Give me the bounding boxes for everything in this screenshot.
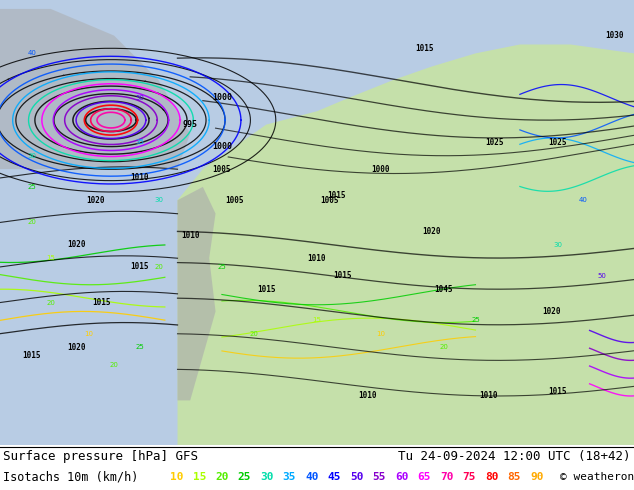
Text: 60: 60 bbox=[395, 472, 408, 482]
Text: Surface pressure [hPa] GFS: Surface pressure [hPa] GFS bbox=[3, 450, 198, 464]
Text: Tu 24-09-2024 12:00 UTC (18+42): Tu 24-09-2024 12:00 UTC (18+42) bbox=[399, 450, 631, 464]
Text: 1005: 1005 bbox=[212, 165, 231, 173]
Text: 1000: 1000 bbox=[212, 142, 232, 151]
Polygon shape bbox=[178, 45, 634, 445]
Text: 35: 35 bbox=[283, 472, 296, 482]
Text: 15: 15 bbox=[193, 472, 206, 482]
Text: 1020: 1020 bbox=[542, 307, 561, 316]
Text: 1025: 1025 bbox=[485, 138, 504, 147]
Text: 1045: 1045 bbox=[434, 285, 453, 294]
Text: 85: 85 bbox=[507, 472, 521, 482]
Text: 50: 50 bbox=[598, 273, 607, 279]
Text: 20: 20 bbox=[110, 362, 119, 368]
Text: 70: 70 bbox=[440, 472, 453, 482]
Text: 1025: 1025 bbox=[548, 138, 567, 147]
Text: 25: 25 bbox=[135, 344, 144, 350]
Polygon shape bbox=[0, 9, 190, 169]
Text: 1015: 1015 bbox=[130, 263, 149, 271]
Text: 15: 15 bbox=[313, 318, 321, 323]
Text: 75: 75 bbox=[462, 472, 476, 482]
Text: 40: 40 bbox=[27, 50, 36, 56]
Text: 1015: 1015 bbox=[22, 351, 41, 361]
Text: 1010: 1010 bbox=[358, 392, 377, 400]
Text: 20: 20 bbox=[249, 331, 258, 337]
Text: 50: 50 bbox=[350, 472, 363, 482]
Text: 1010: 1010 bbox=[479, 392, 498, 400]
FancyBboxPatch shape bbox=[0, 0, 634, 445]
Text: 1030: 1030 bbox=[605, 31, 624, 40]
Text: 1015: 1015 bbox=[327, 191, 346, 200]
Polygon shape bbox=[178, 187, 216, 400]
Text: 25: 25 bbox=[238, 472, 251, 482]
Text: 1005: 1005 bbox=[320, 196, 339, 205]
Text: 1015: 1015 bbox=[415, 45, 434, 53]
Text: 20: 20 bbox=[154, 264, 163, 270]
Text: 1010: 1010 bbox=[181, 231, 200, 240]
Text: 50: 50 bbox=[135, 95, 144, 101]
Text: 1005: 1005 bbox=[225, 196, 244, 205]
Text: 45: 45 bbox=[328, 472, 341, 482]
Text: 25: 25 bbox=[471, 318, 480, 323]
Text: 30: 30 bbox=[260, 472, 273, 482]
Text: 10: 10 bbox=[84, 331, 93, 337]
Text: 1015: 1015 bbox=[548, 387, 567, 396]
Text: 65: 65 bbox=[418, 472, 431, 482]
Text: 20: 20 bbox=[46, 299, 55, 306]
Text: 35: 35 bbox=[135, 139, 144, 146]
Text: Isotachs 10m (km/h): Isotachs 10m (km/h) bbox=[3, 470, 138, 484]
Text: 30: 30 bbox=[154, 197, 163, 203]
Text: 995: 995 bbox=[183, 120, 198, 129]
Text: 1010: 1010 bbox=[130, 173, 149, 182]
Text: 80: 80 bbox=[485, 472, 498, 482]
Text: 20: 20 bbox=[439, 344, 448, 350]
Text: 20: 20 bbox=[27, 220, 36, 225]
Text: 1010: 1010 bbox=[307, 253, 327, 263]
Text: 25: 25 bbox=[27, 184, 36, 190]
Text: 40: 40 bbox=[305, 472, 318, 482]
Text: 10: 10 bbox=[170, 472, 183, 482]
Text: 1020: 1020 bbox=[67, 240, 86, 249]
Text: 30: 30 bbox=[553, 242, 562, 248]
Text: 25: 25 bbox=[217, 264, 226, 270]
Text: 1020: 1020 bbox=[86, 196, 105, 205]
Text: 1015: 1015 bbox=[257, 285, 276, 294]
Text: 10: 10 bbox=[376, 331, 385, 337]
Text: 1000: 1000 bbox=[212, 94, 232, 102]
Text: 30: 30 bbox=[27, 153, 36, 159]
Text: 40: 40 bbox=[579, 197, 588, 203]
Text: 15: 15 bbox=[46, 255, 55, 261]
Text: 1015: 1015 bbox=[92, 298, 111, 307]
Text: 1020: 1020 bbox=[67, 343, 86, 351]
Text: 1015: 1015 bbox=[333, 271, 352, 280]
Text: 1020: 1020 bbox=[422, 227, 441, 236]
Text: © weatheronline.co.uk: © weatheronline.co.uk bbox=[560, 472, 634, 482]
Text: 20: 20 bbox=[215, 472, 228, 482]
Text: 1000: 1000 bbox=[371, 165, 390, 173]
Text: 90: 90 bbox=[530, 472, 543, 482]
Text: 55: 55 bbox=[373, 472, 386, 482]
